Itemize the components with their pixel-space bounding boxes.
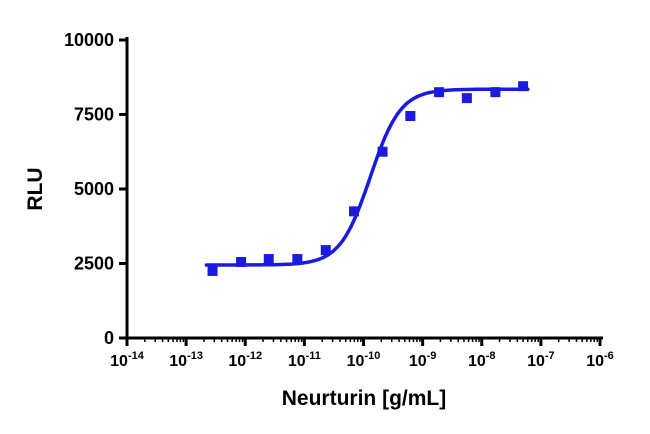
svg-text:5000: 5000 — [74, 179, 114, 199]
fit-curve — [204, 87, 530, 267]
svg-text:2500: 2500 — [74, 254, 114, 274]
svg-text:10-9: 10-9 — [409, 350, 437, 370]
svg-text:10000: 10000 — [64, 30, 114, 50]
data-points — [207, 81, 529, 276]
svg-text:10-14: 10-14 — [110, 350, 145, 370]
svg-text:10-6: 10-6 — [586, 350, 614, 370]
svg-text:10-13: 10-13 — [169, 350, 203, 370]
x-axis-ticks: 10-14 10-13 10-12 10-11 10-10 10-9 10-8 10-7 10-… — [110, 338, 614, 370]
svg-text:10-12: 10-12 — [228, 350, 262, 370]
svg-text:7500: 7500 — [74, 105, 114, 125]
svg-text:10-11: 10-11 — [288, 350, 321, 370]
x-axis-title: Neurturin [g/mL] — [281, 387, 447, 410]
y-axis-title: RLU — [24, 167, 47, 211]
y-axis-ticks: 0 2500 5000 7500 10000 — [64, 30, 127, 348]
axes — [125, 37, 603, 340]
svg-text:0: 0 — [104, 328, 114, 348]
svg-text:10-8: 10-8 — [468, 350, 496, 370]
svg-text:10-7: 10-7 — [527, 350, 555, 370]
svg-text:10-10: 10-10 — [347, 350, 381, 370]
